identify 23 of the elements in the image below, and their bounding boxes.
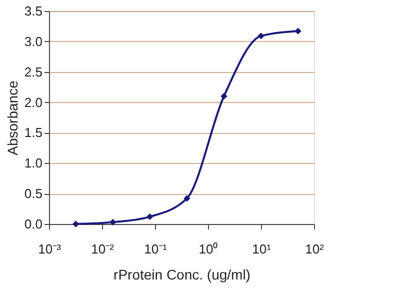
x-tick-label: 10⁻¹: [144, 242, 168, 256]
x-tick-label: 10⁻²: [91, 242, 115, 256]
x-tick-label: 10¹: [252, 242, 272, 256]
x-tick-label: 10⁰: [198, 242, 218, 256]
y-tick-label: 3.5: [24, 4, 42, 18]
y-tick-label: 2.5: [24, 64, 42, 80]
y-tick-label: 3.0: [24, 34, 42, 49]
x-tick-label: 10²: [305, 242, 325, 256]
point: [109, 218, 116, 226]
point: [220, 92, 228, 100]
x-axis-title: rProtein Conc. (ug/ml): [114, 266, 250, 282]
point: [258, 32, 264, 40]
point: [146, 213, 154, 220]
x-tick-label: 10⁻³: [38, 242, 62, 256]
y-axis-title: Absorbance: [4, 80, 20, 156]
point: [184, 195, 190, 202]
point: [294, 28, 302, 34]
y-tick-label: 0.5: [24, 186, 42, 202]
point: [72, 220, 80, 228]
y-tick-label: 2.0: [24, 94, 42, 110]
y-tick-label: 1.5: [24, 125, 42, 140]
y-tick-label: 1.0: [24, 156, 42, 171]
y-tick-label: 0.0: [24, 216, 42, 232]
